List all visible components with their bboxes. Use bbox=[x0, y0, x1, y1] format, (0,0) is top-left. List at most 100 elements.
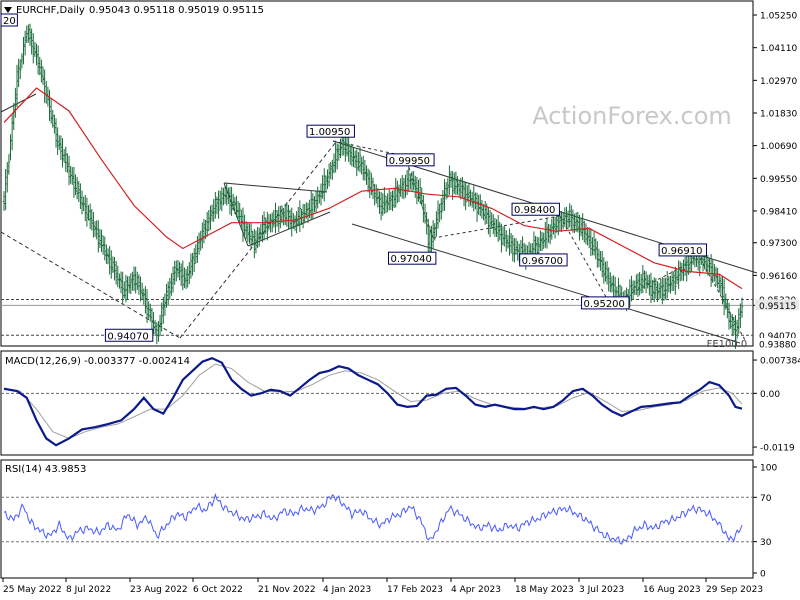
price-bar bbox=[609, 272, 612, 293]
price-bar bbox=[282, 207, 285, 226]
price-bar bbox=[513, 237, 516, 263]
price-label: 0.93880 bbox=[759, 341, 796, 351]
price-bar bbox=[306, 202, 310, 223]
annotation-label: 0.96910 bbox=[661, 246, 702, 257]
price-bar bbox=[737, 308, 740, 335]
price-bar bbox=[114, 260, 118, 285]
price-bar bbox=[440, 198, 443, 220]
price-bar bbox=[558, 211, 562, 231]
price-bar bbox=[191, 252, 194, 276]
price-bar bbox=[232, 193, 235, 211]
time-tick-label: 16 Aug 2023 bbox=[643, 585, 701, 595]
price-bar bbox=[173, 260, 176, 285]
price-bar bbox=[336, 143, 339, 170]
price-bar bbox=[245, 221, 248, 240]
price-bar bbox=[175, 260, 178, 282]
price-bar bbox=[503, 226, 506, 247]
price-bar bbox=[643, 270, 646, 289]
price-bar bbox=[262, 211, 266, 241]
price-bar bbox=[165, 283, 168, 308]
price-bar bbox=[132, 266, 136, 292]
price-bar bbox=[218, 190, 222, 210]
price-bar bbox=[666, 271, 669, 299]
price-bar bbox=[72, 166, 76, 198]
macd-lines bbox=[1, 356, 753, 447]
price-panel-frame bbox=[0, 0, 754, 347]
price-bar bbox=[32, 33, 35, 64]
price-bar bbox=[679, 261, 682, 282]
price-bar bbox=[103, 236, 106, 261]
price-bar bbox=[258, 227, 261, 247]
price-bar bbox=[388, 188, 391, 211]
price-bar bbox=[651, 279, 654, 300]
price-bar bbox=[28, 23, 32, 47]
price-bar bbox=[4, 168, 7, 211]
price-bar bbox=[93, 221, 97, 237]
price-bars bbox=[2, 23, 744, 349]
price-bar bbox=[236, 201, 240, 221]
price-bar bbox=[64, 146, 67, 172]
price-bar bbox=[352, 147, 355, 168]
price-bar bbox=[142, 288, 145, 305]
price-bar bbox=[443, 179, 446, 211]
price-bar bbox=[35, 43, 38, 66]
price-bar bbox=[15, 64, 19, 108]
price-bar bbox=[36, 45, 40, 75]
annotation-label: FE100.0 bbox=[707, 339, 748, 350]
price-bar bbox=[79, 183, 82, 210]
price-bar bbox=[672, 271, 675, 291]
price-bar bbox=[168, 278, 172, 300]
price-bar bbox=[97, 220, 100, 253]
collapse-triangle-icon[interactable] bbox=[4, 7, 12, 13]
price-bar bbox=[368, 170, 371, 199]
price-bar bbox=[277, 206, 280, 233]
price-bar bbox=[279, 205, 282, 229]
price-bar bbox=[38, 56, 41, 76]
price-bar bbox=[453, 172, 456, 195]
price-bar bbox=[100, 229, 103, 253]
price-bar bbox=[664, 277, 667, 300]
price-bar bbox=[254, 230, 258, 254]
rsi-tick-label: 100 bbox=[760, 464, 777, 474]
price-bar bbox=[280, 205, 284, 224]
price-bar bbox=[349, 145, 352, 165]
projection-dashed-line-6 bbox=[559, 215, 611, 305]
annotation-box bbox=[581, 296, 630, 310]
price-bar bbox=[350, 143, 354, 167]
price-bar bbox=[498, 221, 501, 241]
price-bar bbox=[539, 230, 542, 252]
price-bar bbox=[106, 248, 110, 265]
price-bar bbox=[207, 210, 211, 232]
price-bar bbox=[506, 234, 510, 249]
price-bar bbox=[739, 303, 742, 328]
price-bar bbox=[205, 212, 209, 237]
price-bar bbox=[583, 220, 586, 243]
price-bar bbox=[90, 209, 93, 231]
price-bar bbox=[261, 215, 264, 243]
price-bar bbox=[147, 301, 150, 319]
macd-signal-line bbox=[3, 363, 743, 440]
price-bar bbox=[251, 231, 254, 246]
price-bar bbox=[313, 196, 316, 213]
price-tick-label: 0.97300 bbox=[760, 239, 797, 249]
price-bar bbox=[184, 268, 188, 290]
rsi-tick-label: 0 bbox=[760, 570, 766, 580]
price-bar bbox=[111, 256, 115, 274]
price-bar bbox=[30, 28, 33, 55]
price-bar bbox=[272, 209, 276, 228]
annotation-box bbox=[386, 153, 435, 167]
price-bar bbox=[540, 231, 544, 251]
price-bar bbox=[61, 138, 64, 168]
price-bar bbox=[22, 36, 25, 65]
price-bar bbox=[92, 212, 95, 238]
price-bar bbox=[220, 187, 224, 212]
price-bar bbox=[342, 135, 345, 156]
price-bar bbox=[662, 277, 666, 301]
price-label: 0.94070 bbox=[759, 332, 796, 342]
price-bar bbox=[121, 271, 124, 305]
price-bar bbox=[48, 89, 51, 121]
price-bar bbox=[591, 237, 594, 256]
price-bar bbox=[87, 205, 90, 221]
time-axis: 25 May 2022 8 Jul 2022 23 Aug 2022 6 Oct 20… bbox=[2, 578, 763, 595]
